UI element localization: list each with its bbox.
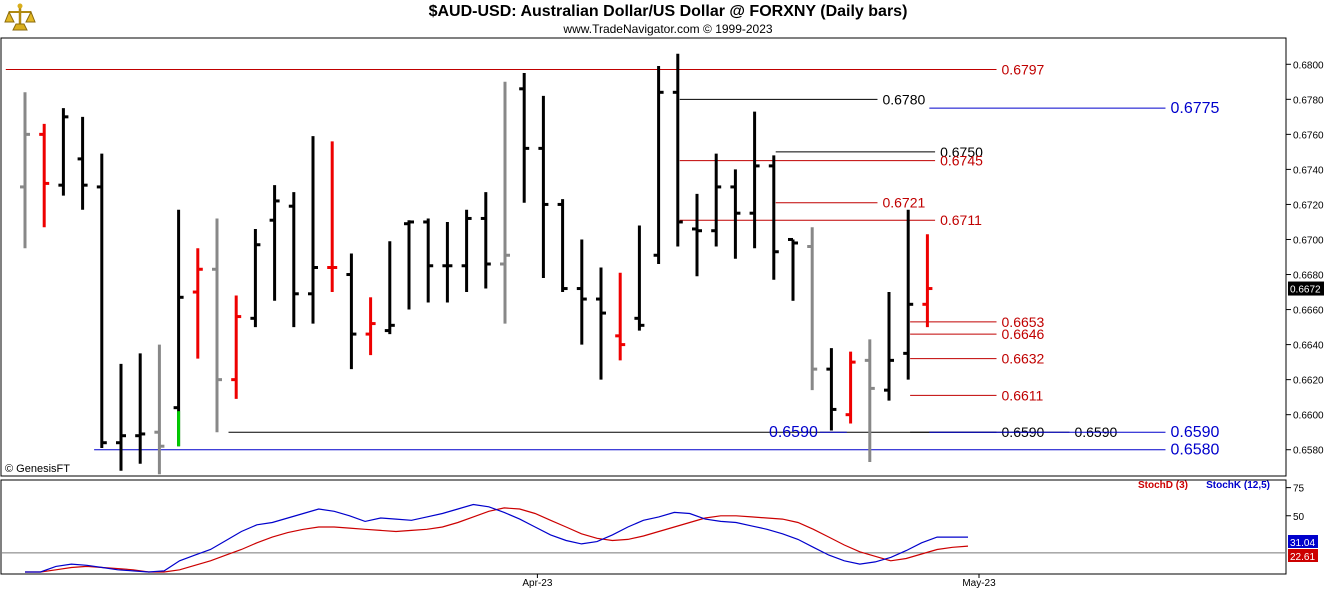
chart-header: $AUD-USD: Australian Dollar/US Dollar @ … — [0, 0, 1336, 38]
chart-subtitle: www.TradeNavigator.com © 1999-2023 — [563, 22, 773, 36]
level-label: 0.6745 — [940, 153, 983, 169]
date-tick-label: May-23 — [962, 578, 996, 589]
stochastic-value-label: 22.61 — [1290, 552, 1315, 563]
price-tick-label: 0.6660 — [1293, 306, 1324, 317]
price-axis: 0.6800 0.6780 0.6760 0.6740 0.6720 0.6700 0.66… — [1286, 60, 1324, 457]
price-tick-label: 0.6600 — [1293, 411, 1324, 422]
level-label: 0.6646 — [1002, 326, 1045, 342]
price-tick-label: 0.6700 — [1293, 235, 1324, 246]
date-tick-label: Apr-23 — [522, 578, 552, 589]
stochastic-legend: StochD (3) StochK (12,5) — [1138, 480, 1270, 491]
chart-title: $AUD-USD: Australian Dollar/US Dollar @ … — [428, 3, 908, 20]
stochastic-tick-label: 75 — [1293, 484, 1305, 495]
level-label: 0.6711 — [940, 212, 982, 228]
price-tick-label: 0.6620 — [1293, 376, 1324, 387]
watermark: © GenesisFT — [5, 463, 70, 475]
stochastic-value-badge — [1288, 535, 1318, 548]
price-tick-label: 0.6680 — [1293, 271, 1324, 282]
price-tick-label: 0.6760 — [1293, 130, 1324, 141]
stochastic-value-label: 31.04 — [1290, 538, 1315, 549]
price-tick-label: 0.6800 — [1293, 60, 1324, 71]
last-price-label: 0.6672 — [1290, 285, 1321, 296]
last-price-badge — [1288, 281, 1324, 296]
stochastic-lines — [2, 503, 1285, 573]
date-axis: Apr-23 May-23 — [522, 574, 996, 589]
price-tick-label: 0.6740 — [1293, 165, 1324, 176]
price-tick-label: 0.6580 — [1293, 446, 1324, 457]
level-label: 0.6721 — [882, 195, 925, 211]
stochastic-tick-label: 50 — [1293, 512, 1305, 523]
level-label: 0.6611 — [1002, 387, 1044, 403]
stochastic-panel: 75 50 31.04 22.61 StochD (3) StochK (12,5) — [0, 479, 1318, 575]
level-label: 0.6632 — [1002, 351, 1045, 367]
level-label: 0.6780 — [882, 91, 925, 107]
level-label: 0.6653 — [1002, 314, 1045, 330]
level-label: 0.6590 — [1170, 424, 1219, 441]
level-label: 0.6580 — [1170, 442, 1219, 459]
legend-stochd: StochD (3) — [1138, 480, 1188, 491]
stochastic-axis: 75 50 31.04 22.61 — [1286, 484, 1318, 563]
stochastic-value-badge — [1288, 549, 1318, 562]
price-tick-label: 0.6640 — [1293, 341, 1324, 352]
price-plot-area — [0, 37, 1287, 477]
level-label: 0.6590 — [769, 424, 818, 441]
level-label: 0.6775 — [1170, 100, 1219, 117]
price-tick-label: 0.6780 — [1293, 95, 1324, 106]
price-tick-label: 0.6720 — [1293, 200, 1324, 211]
genesis-logo-icon — [4, 2, 36, 34]
level-label: 0.6750 — [940, 144, 983, 160]
stochastic-series-line — [25, 503, 968, 573]
level-label: 0.6797 — [1002, 62, 1045, 78]
stochastic-plot-area — [0, 479, 1287, 575]
legend-stochk: StochK (12,5) — [1206, 480, 1270, 491]
price-bars — [20, 53, 933, 475]
